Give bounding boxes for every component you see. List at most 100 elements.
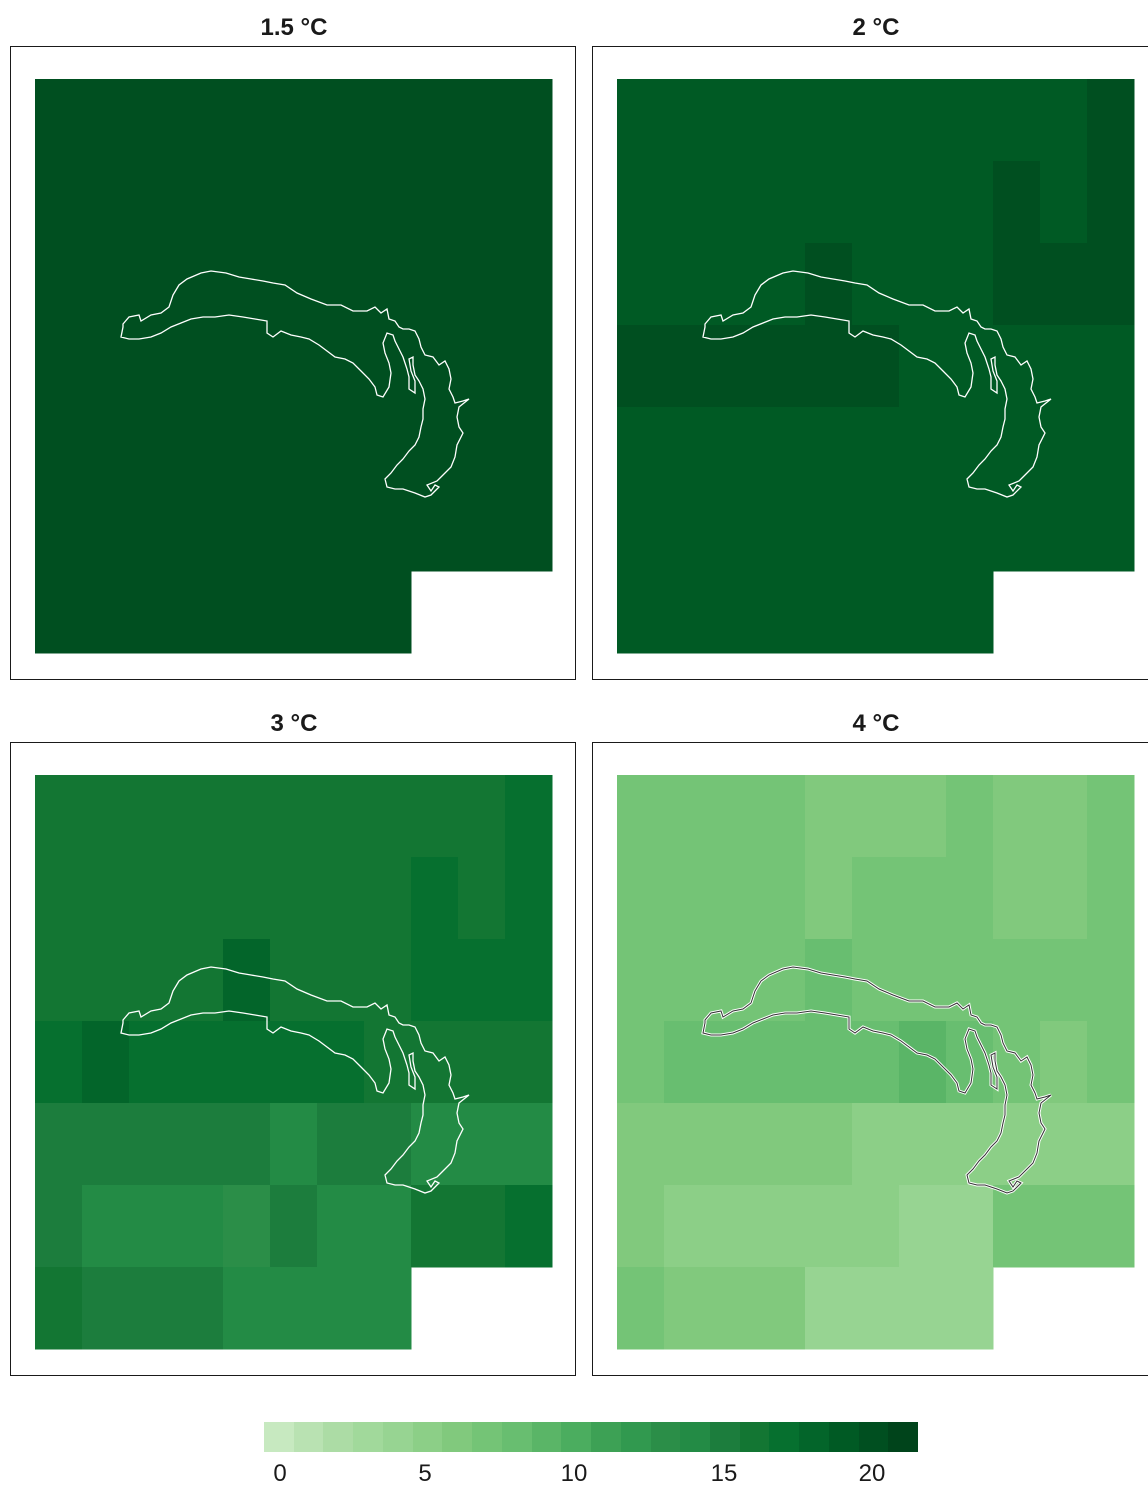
grid-cell [899, 857, 947, 940]
grid-cell [852, 407, 900, 490]
legend-swatch [799, 1422, 829, 1452]
grid-cell [505, 775, 553, 858]
grid-cell [664, 407, 712, 490]
grid-cell [899, 489, 947, 572]
grid-cell [270, 857, 318, 940]
grid-cell [129, 407, 177, 490]
legend-swatch [739, 1422, 770, 1452]
grid-cell [805, 1267, 853, 1350]
grid-cell [758, 1267, 806, 1350]
legend-tick-10: 10 [560, 1460, 588, 1487]
grid-cell [411, 1185, 459, 1268]
grid-cell [664, 1267, 712, 1350]
grid-cell [458, 857, 506, 940]
grid-cell [946, 161, 994, 244]
grid-cell [505, 161, 553, 244]
grid-cell [617, 243, 665, 326]
grid-cell [993, 775, 1041, 858]
grid-cell [993, 939, 1041, 1022]
grid-cell [129, 571, 177, 654]
grid-cell [758, 325, 806, 408]
grid-cell [852, 1185, 900, 1268]
grid-cell [505, 407, 553, 490]
legend-swatch [264, 1422, 294, 1452]
grid-cell [805, 243, 853, 326]
grid-cell [129, 79, 177, 162]
grid-cell [664, 857, 712, 940]
grid-cell [176, 161, 224, 244]
grid-cell [711, 161, 759, 244]
grid-cell [35, 571, 83, 654]
grid-cell [82, 775, 130, 858]
grid-cell [317, 1103, 365, 1186]
grid-cell [82, 79, 130, 162]
grid-cell [946, 489, 994, 572]
grid-cell [35, 1021, 83, 1104]
grid-cell [35, 407, 83, 490]
grid-cell [664, 489, 712, 572]
grid-cell [129, 243, 177, 326]
grid-cell [758, 1185, 806, 1268]
grid-cell [711, 489, 759, 572]
grid-cell [176, 489, 224, 572]
grid-cell [364, 79, 412, 162]
legend-swatch [561, 1422, 592, 1452]
grid-cell [852, 857, 900, 940]
grid-cell [505, 79, 553, 162]
legend-tick-20: 20 [858, 1460, 886, 1487]
grid-cell [1040, 407, 1088, 490]
legend-swatch [858, 1422, 889, 1452]
grid-cell [617, 1185, 665, 1268]
grid-cell [617, 1103, 665, 1186]
grid-cell [805, 775, 853, 858]
grid-cell [317, 857, 365, 940]
legend-swatch [382, 1422, 413, 1452]
grid-cell [176, 1103, 224, 1186]
grid-cell [993, 407, 1041, 490]
grid-cell [946, 325, 994, 408]
grid-cell [458, 79, 506, 162]
grid-cell [35, 857, 83, 940]
grid-cell [411, 939, 459, 1022]
grid-cell [852, 325, 900, 408]
grid-cell [664, 161, 712, 244]
grid-cell [82, 489, 130, 572]
grid-cell [505, 489, 553, 572]
grid-cell [458, 775, 506, 858]
grid-cell [270, 571, 318, 654]
grid-cell [946, 1267, 994, 1350]
grid-cell [270, 1103, 318, 1186]
grid-cell [82, 1021, 130, 1104]
grid-cell [805, 325, 853, 408]
grid-cell [411, 1103, 459, 1186]
grid-cell [1040, 939, 1088, 1022]
grid-cell [1040, 161, 1088, 244]
grid-cell [270, 161, 318, 244]
grid-cell [899, 775, 947, 858]
grid-cell [82, 1103, 130, 1186]
grid-cell [129, 775, 177, 858]
grid-cell [852, 775, 900, 858]
grid-cell [317, 939, 365, 1022]
grid-cell [270, 407, 318, 490]
grid-cell [129, 1103, 177, 1186]
grid-cell [176, 775, 224, 858]
grid-cell [1040, 775, 1088, 858]
map-grid [617, 775, 1135, 1350]
legend-swatch [710, 1422, 740, 1452]
legend-swatch [620, 1422, 651, 1452]
grid-cell [1087, 857, 1135, 940]
grid-cell [993, 243, 1041, 326]
grid-cell [223, 1103, 271, 1186]
grid-cell [993, 161, 1041, 244]
map-grid [35, 79, 553, 654]
grid-cell [993, 857, 1041, 940]
grid-cell [270, 1267, 318, 1350]
grid-cell [805, 489, 853, 572]
grid-cell [852, 161, 900, 244]
grid-cell [82, 939, 130, 1022]
grid-cell [411, 775, 459, 858]
grid-cell [223, 489, 271, 572]
grid-cell [1040, 1021, 1088, 1104]
grid-cell [852, 1103, 900, 1186]
